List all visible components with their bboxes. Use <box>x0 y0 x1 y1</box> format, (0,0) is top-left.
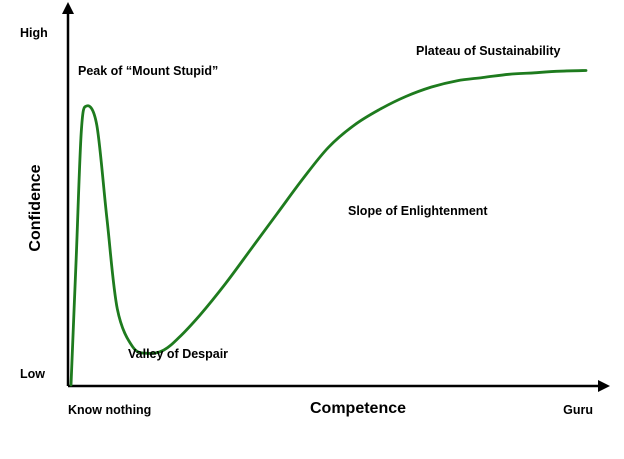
x-axis-title: Competence <box>310 400 406 417</box>
annotation-peak-mount-stupid: Peak of “Mount Stupid” <box>78 64 218 78</box>
x-tick-label-guru: Guru <box>563 403 593 417</box>
y-tick-label-low: Low <box>20 367 45 381</box>
annotation-valley-of-despair: Valley of Despair <box>128 347 228 361</box>
confidence-curve <box>69 69 588 387</box>
x-tick-label-know-nothing: Know nothing <box>68 403 151 417</box>
annotation-plateau-of-sustainability: Plateau of Sustainability <box>416 44 561 58</box>
y-axis-title: Confidence <box>27 164 44 251</box>
annotation-slope-of-enlightenment: Slope of Enlightenment <box>348 204 488 218</box>
y-tick-label-high: High <box>20 26 48 40</box>
